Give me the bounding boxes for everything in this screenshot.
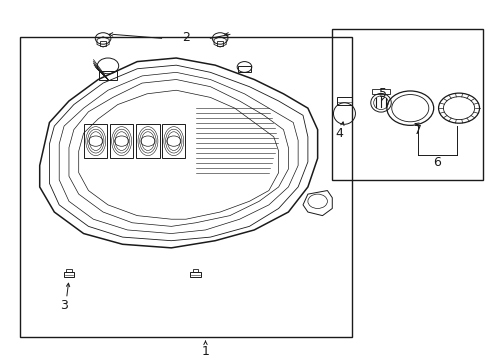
Text: 1: 1	[201, 345, 209, 357]
Text: 6: 6	[432, 156, 440, 169]
Bar	[238, 66, 250, 72]
Bar	[20, 36, 351, 337]
Bar	[336, 98, 351, 104]
Bar	[66, 269, 72, 272]
Text: 5: 5	[379, 87, 386, 100]
Bar	[63, 272, 74, 277]
Bar	[100, 41, 106, 46]
Text: 2: 2	[182, 31, 189, 44]
Bar	[371, 89, 389, 94]
Bar	[217, 41, 223, 46]
Bar	[190, 272, 201, 277]
Bar	[193, 269, 198, 272]
Bar	[331, 30, 483, 180]
Text: 7: 7	[413, 124, 421, 137]
Text: 4: 4	[335, 127, 343, 140]
Text: 3: 3	[60, 300, 68, 312]
Bar	[99, 71, 117, 80]
